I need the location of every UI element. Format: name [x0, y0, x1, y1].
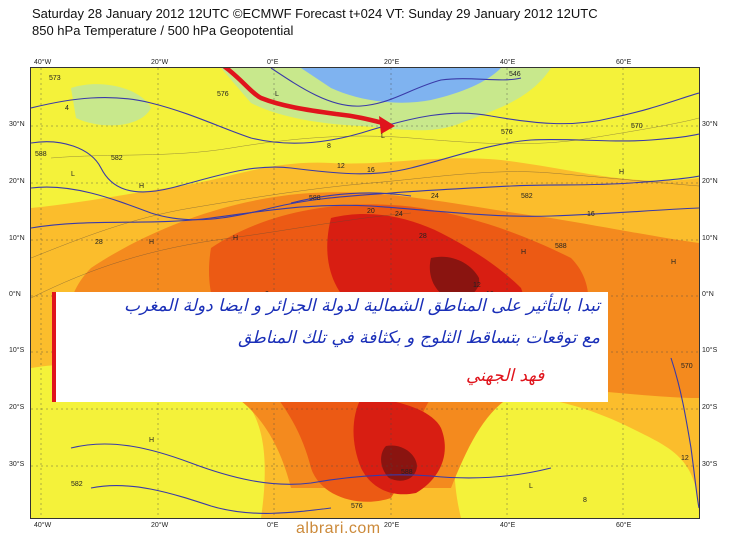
pressure-center-label: H	[139, 183, 144, 190]
geopotential-value-label: 573	[49, 75, 61, 82]
isotherm-12	[31, 171, 699, 259]
temperature-value-label: 16	[587, 211, 595, 218]
temperature-value-label: 28	[419, 233, 427, 240]
lon-label-top: 40°W	[34, 59, 52, 66]
forecast-note: تبدا بالتأثير على المناطق الشمالية لدولة…	[52, 292, 608, 402]
contour-546	[270, 68, 522, 107]
lon-label-bottom: 20°E	[384, 522, 400, 529]
geopotential-value-label: 582	[71, 481, 83, 488]
temperature-value-label: 24	[431, 193, 439, 200]
mild-band-southwest	[31, 364, 265, 518]
geopotential-value-label: 546	[509, 71, 521, 78]
lat-label-left: 30°N	[9, 121, 25, 128]
geopotential-value-label: 570	[681, 363, 693, 370]
temperature-contours	[31, 117, 699, 299]
geopotential-value-label: 570	[631, 123, 643, 130]
geopotential-value-label: 576	[217, 91, 229, 98]
temperature-value-label: 24	[395, 211, 403, 218]
lon-label-bottom: 40°E	[500, 522, 516, 529]
lat-label-right: 0°N	[702, 291, 714, 298]
lat-label-left: 10°N	[9, 235, 25, 242]
watermark: albrari.com	[296, 520, 381, 537]
pressure-center-label: L	[275, 91, 279, 98]
lat-label-left: 30°S	[9, 461, 25, 468]
note-author: فهد الجهني	[466, 366, 545, 386]
temperature-value-label: 8	[327, 143, 331, 150]
isotherm-8	[50, 117, 699, 159]
extreme-patch-south	[381, 445, 417, 481]
lat-label-left: 20°N	[9, 178, 25, 185]
pressure-center-label: L	[529, 483, 533, 490]
geopotential-value-label: 588	[309, 195, 321, 202]
lon-label-top: 0°E	[267, 59, 279, 66]
lat-label-right: 30°N	[702, 121, 718, 128]
forecast-title: Saturday 28 January 2012 12UTC ©ECMWF Fo…	[32, 6, 598, 21]
temperature-value-label: 16	[367, 167, 375, 174]
pressure-center-label: H	[521, 249, 526, 256]
storm-track-arrow	[222, 68, 390, 127]
note-line-2: مع توقعات بتساقط الثلوج و بكثافة في تلك …	[238, 328, 600, 348]
pressure-center-label: H	[619, 169, 624, 176]
lon-label-top: 60°E	[616, 59, 632, 66]
cold-band-north	[301, 68, 501, 103]
geopotential-value-label: 576	[501, 129, 513, 136]
lat-label-right: 20°S	[702, 404, 718, 411]
lon-label-bottom: 40°W	[34, 522, 52, 529]
geopotential-value-label: 582	[111, 155, 123, 162]
temperature-value-label: 12	[473, 282, 481, 289]
lat-label-right: 10°S	[702, 347, 718, 354]
contour-576	[31, 175, 699, 221]
temperature-value-label: 12	[681, 455, 689, 462]
contour-582	[31, 204, 699, 229]
geopotential-value-label: 576	[351, 503, 363, 510]
contour-570	[31, 133, 699, 193]
lat-label-left: 0°N	[9, 291, 21, 298]
temperature-value-label: 8	[583, 497, 587, 504]
pressure-center-label: H	[671, 259, 676, 266]
lon-label-top: 20°W	[151, 59, 169, 66]
isotherm-16	[31, 212, 412, 299]
temperature-value-label: 4	[65, 105, 69, 112]
pressure-center-label: L	[381, 133, 385, 140]
map-labels: 4812162024280121624281616812165735465765…	[35, 71, 693, 510]
geopotential-value-label: 588	[35, 151, 47, 158]
lon-label-bottom: 20°W	[151, 522, 169, 529]
mild-patch-southeast	[454, 395, 699, 518]
lat-label-left: 10°S	[9, 347, 25, 354]
lat-label-right: 30°S	[702, 461, 718, 468]
forecast-subtitle: 850 hPa Temperature / 500 hPa Geopotenti…	[32, 23, 294, 38]
storm-track-arrowhead	[379, 116, 395, 134]
temperature-value-label: 12	[337, 163, 345, 170]
lon-label-top: 20°E	[384, 59, 400, 66]
pressure-center-label: H	[149, 437, 154, 444]
geopotential-value-label: 588	[555, 243, 567, 250]
temperature-value-label: 20	[367, 208, 375, 215]
lon-label-bottom: 60°E	[616, 522, 632, 529]
geopotential-contours	[31, 68, 699, 514]
cool-patch-west	[71, 84, 151, 126]
mild-band-north	[31, 68, 699, 208]
extreme-patch-central	[429, 256, 480, 299]
lat-label-left: 20°S	[9, 404, 25, 411]
lon-label-bottom: 0°E	[267, 522, 279, 529]
geopotential-value-label: 582	[521, 193, 533, 200]
contour-558	[31, 92, 699, 144]
pressure-center-label: H	[233, 235, 238, 242]
very-hot-region-south	[353, 398, 445, 495]
contour-582-south	[90, 485, 332, 514]
contour-588-south	[70, 443, 552, 485]
contour-576-south	[670, 357, 699, 509]
lon-label-top: 40°E	[500, 59, 516, 66]
lat-label-right: 20°N	[702, 178, 718, 185]
temperature-value-label: 28	[95, 239, 103, 246]
pressure-center-label: L	[71, 171, 75, 178]
contour-588-north	[290, 192, 412, 204]
note-line-1: تبدا بالتأثير على المناطق الشمالية لدولة…	[123, 296, 600, 316]
pressure-center-label: H	[149, 239, 154, 246]
lat-label-right: 10°N	[702, 235, 718, 242]
geopotential-value-label: 588	[401, 469, 413, 476]
